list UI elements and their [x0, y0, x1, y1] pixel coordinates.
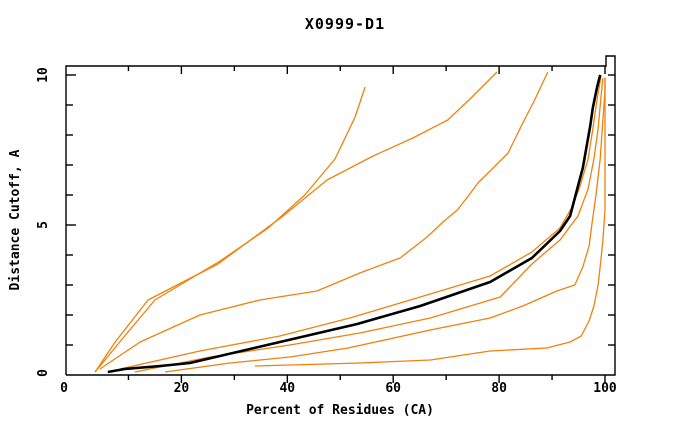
model-curve-7 [254, 78, 606, 367]
chart-title: X0999-D1 [305, 15, 385, 33]
y-axis-title: Distance Cutoff, A [8, 149, 23, 290]
x-tick-label: 0 [60, 381, 68, 396]
x-tick-label: 40 [279, 381, 295, 396]
x-tick-labels: 0 20 40 60 80 100 [60, 381, 617, 396]
x-axis-title: Percent of Residues (CA) [246, 403, 434, 418]
x-tick-label: 60 [385, 381, 401, 396]
x-tick-label: 80 [491, 381, 507, 396]
model-curve-3 [99, 71, 549, 370]
model-curve-5 [134, 77, 604, 373]
model-curve-1 [94, 86, 366, 373]
model-curve-4 [119, 74, 602, 370]
x-tick-label: 20 [174, 381, 190, 396]
y-tick-label: 0 [36, 369, 51, 377]
y-tick-label: 5 [36, 221, 51, 229]
x-tick-label: 100 [593, 381, 617, 396]
plot-frame [65, 55, 616, 376]
y-tick-labels: 0 5 10 [36, 67, 51, 377]
axis-ticks [66, 66, 615, 383]
curve-series [94, 71, 606, 374]
model-curve-6 [164, 78, 606, 373]
y-tick-label: 10 [36, 67, 51, 83]
highlighted-model-curve [107, 74, 602, 374]
model-curve-2 [94, 71, 498, 373]
